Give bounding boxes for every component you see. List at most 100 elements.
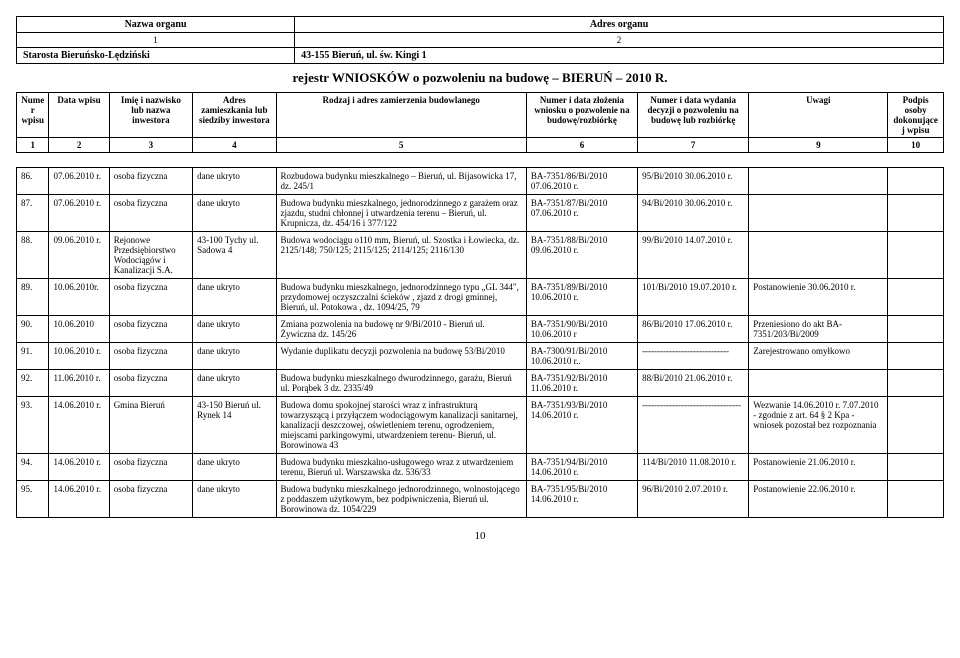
- cell-rem: [749, 195, 888, 232]
- cell-desc: Wydanie duplikatu decyzji pozwolenia na …: [276, 343, 526, 370]
- cell-desc: Budowa budynku mieszkalnego jednorodzinn…: [276, 481, 526, 518]
- cell-app: BA-7351/95/Bi/2010 14.06.2010 r.: [526, 481, 637, 518]
- cell-inv: osoba fizyczna: [109, 316, 192, 343]
- cell-inv: osoba fizyczna: [109, 481, 192, 518]
- entries-table: 86.07.06.2010 r.osoba fizycznadane ukryt…: [16, 167, 944, 518]
- cell-addr: dane ukryto: [193, 343, 276, 370]
- col-adres-inwestora: Adres zamieszkania lub siedziby inwestor…: [193, 93, 276, 138]
- cell-sig: [888, 397, 944, 454]
- cell-date: 14.06.2010 r.: [49, 454, 109, 481]
- table-row: 95.14.06.2010 r.osoba fizycznadane ukryt…: [17, 481, 944, 518]
- cell-app: BA-7351/92/Bi/2010 11.06.2010 r.: [526, 370, 637, 397]
- cell-no: 90.: [17, 316, 49, 343]
- cell-sig: [888, 343, 944, 370]
- cell-desc: Rozbudowa budynku mieszkalnego – Bieruń,…: [276, 168, 526, 195]
- cell-no: 86.: [17, 168, 49, 195]
- page-number: 10: [16, 530, 944, 542]
- cell-inv: Rejonowe Przedsiębiorstwo Wodociągów i K…: [109, 232, 192, 279]
- cell-date: 09.06.2010 r.: [49, 232, 109, 279]
- cell-no: 94.: [17, 454, 49, 481]
- cell-date: 07.06.2010 r.: [49, 168, 109, 195]
- cell-app: BA-7351/90/Bi/2010 10.06.2010 r: [526, 316, 637, 343]
- cell-sig: [888, 195, 944, 232]
- cell-dec: 86/Bi/2010 17.06.2010 r.: [638, 316, 749, 343]
- col-data-wpisu: Data wpisu: [49, 93, 109, 138]
- colnum-7: 7: [638, 138, 749, 153]
- cell-addr: dane ukryto: [193, 168, 276, 195]
- cell-sig: [888, 316, 944, 343]
- cell-addr: dane ukryto: [193, 481, 276, 518]
- cell-inv: osoba fizyczna: [109, 195, 192, 232]
- cell-rem: Postanowienie 22.06.2010 r.: [749, 481, 888, 518]
- cell-desc: Budowa budynku mieszkalnego, jednorodzin…: [276, 195, 526, 232]
- table-row: 90.10.06.2010osoba fizycznadane ukrytoZm…: [17, 316, 944, 343]
- hdr-num-2: 2: [295, 33, 944, 48]
- cell-sig: [888, 279, 944, 316]
- cell-desc: Budowa budynku mieszkalnego dwurodzinneg…: [276, 370, 526, 397]
- cell-inv: osoba fizyczna: [109, 279, 192, 316]
- col-inwestor: Imię i nazwisko lub nazwa inwestora: [109, 93, 192, 138]
- register-title: rejestr WNIOSKÓW o pozwoleniu na budowę …: [16, 70, 944, 86]
- cell-sig: [888, 168, 944, 195]
- cell-rem: Postanowienie 30.06.2010 r.: [749, 279, 888, 316]
- cell-no: 93.: [17, 397, 49, 454]
- cell-no: 88.: [17, 232, 49, 279]
- cell-app: BA-7351/93/Bi/2010 14.06.2010 r.: [526, 397, 637, 454]
- col-podpis: Podpis osoby dokonującej wpisu: [888, 93, 944, 138]
- cell-desc: Budowa wodociągu o110 mm, Bieruń, ul. Sz…: [276, 232, 526, 279]
- columns-header-table: Numer wpisu Data wpisu Imię i nazwisko l…: [16, 92, 944, 153]
- cell-rem: [749, 370, 888, 397]
- cell-addr: 43-150 Bieruń ul. Rynek 14: [193, 397, 276, 454]
- cell-addr: dane ukryto: [193, 316, 276, 343]
- cell-rem: [749, 168, 888, 195]
- cell-addr: dane ukryto: [193, 195, 276, 232]
- cell-rem: Przeniesiono do akt BA-7351/203/Bi/2009: [749, 316, 888, 343]
- table-row: 87.07.06.2010 r.osoba fizycznadane ukryt…: [17, 195, 944, 232]
- cell-app: BA-7351/88/Bi/2010 09.06.2010 r.: [526, 232, 637, 279]
- cell-no: 87.: [17, 195, 49, 232]
- cell-no: 95.: [17, 481, 49, 518]
- cell-rem: Postanowienie 21.06.2010 r.: [749, 454, 888, 481]
- col-uwagi: Uwagi: [749, 93, 888, 138]
- cell-date: 14.06.2010 r.: [49, 481, 109, 518]
- cell-inv: osoba fizyczna: [109, 370, 192, 397]
- col-rodzaj: Rodzaj i adres zamierzenia budowlanego: [276, 93, 526, 138]
- table-row: 94.14.06.2010 r.osoba fizycznadane ukryt…: [17, 454, 944, 481]
- colnum-6: 6: [526, 138, 637, 153]
- cell-date: 10.06.2010r.: [49, 279, 109, 316]
- cell-addr: dane ukryto: [193, 454, 276, 481]
- cell-sig: [888, 481, 944, 518]
- colnum-1: 1: [17, 138, 49, 153]
- cell-dec: 114/Bi/2010 11.08.2010 r.: [638, 454, 749, 481]
- table-row: 91.10.06.2010 r.osoba fizycznadane ukryt…: [17, 343, 944, 370]
- cell-desc: Budowa domu spokojnej starości wraz z in…: [276, 397, 526, 454]
- cell-dec: 96/Bi/2010 2.07.2010 r.: [638, 481, 749, 518]
- cell-rem: Zarejestrowano omyłkowo: [749, 343, 888, 370]
- cell-app: BA-7300/91/Bi/2010 10.06.2010 r..: [526, 343, 637, 370]
- cell-inv: Gmina Bieruń: [109, 397, 192, 454]
- cell-dec: 99/Bi/2010 14.07.2010 r.: [638, 232, 749, 279]
- colnum-9: 9: [749, 138, 888, 153]
- cell-dec: 88/Bi/2010 21.06.2010 r.: [638, 370, 749, 397]
- colnum-2: 2: [49, 138, 109, 153]
- cell-sig: [888, 370, 944, 397]
- organ-name-label: Nazwa organu: [17, 17, 295, 33]
- colnum-5: 5: [276, 138, 526, 153]
- cell-desc: Budowa budynku mieszkalnego, jednorodzin…: [276, 279, 526, 316]
- cell-desc: Zmiana pozwolenia na budowę nr 9/Bi/2010…: [276, 316, 526, 343]
- cell-rem: [749, 232, 888, 279]
- cell-dec: 95/Bi/2010 30.06.2010 r.: [638, 168, 749, 195]
- cell-no: 89.: [17, 279, 49, 316]
- cell-no: 92.: [17, 370, 49, 397]
- cell-inv: osoba fizyczna: [109, 168, 192, 195]
- cell-addr: dane ukryto: [193, 370, 276, 397]
- colnum-3: 3: [109, 138, 192, 153]
- cell-no: 91.: [17, 343, 49, 370]
- col-wniosek: Numer i data złożenia wniosku o pozwolen…: [526, 93, 637, 138]
- cell-sig: [888, 232, 944, 279]
- cell-date: 10.06.2010 r.: [49, 343, 109, 370]
- cell-addr: 43-100 Tychy ul. Sadowa 4: [193, 232, 276, 279]
- cell-sig: [888, 454, 944, 481]
- cell-desc: Budowa budynku mieszkalno-usługowego wra…: [276, 454, 526, 481]
- cell-inv: osoba fizyczna: [109, 454, 192, 481]
